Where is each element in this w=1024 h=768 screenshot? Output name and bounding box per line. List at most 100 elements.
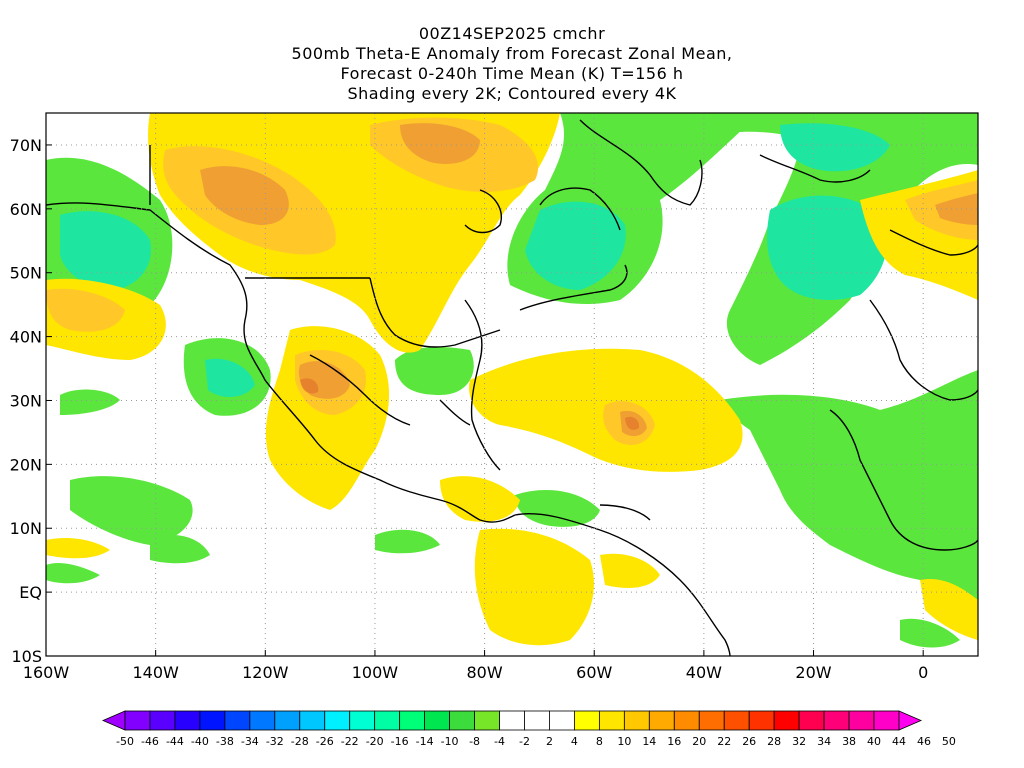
- colorbar-label: -26: [316, 735, 334, 748]
- strong-positive-anomaly-shading: [200, 123, 978, 437]
- colorbar-label: -28: [291, 735, 309, 748]
- strong-negative-anomaly-shading: [60, 123, 890, 397]
- colorbar-label: 34: [817, 735, 831, 748]
- x-tick-label: 80W: [466, 663, 502, 682]
- colorbar-swatch: [399, 710, 426, 731]
- colorbar-swatch: [224, 710, 251, 731]
- colorbar-label: 32: [792, 735, 806, 748]
- colorbar-label: -32: [266, 735, 284, 748]
- x-tick-label: 0: [918, 663, 928, 682]
- colorbar-swatch: [324, 710, 351, 731]
- colorbar-swatch: [798, 710, 825, 731]
- colorbar-label: 46: [917, 735, 931, 748]
- x-tick-label: 60W: [576, 663, 612, 682]
- colorbar-label: -46: [141, 735, 159, 748]
- colorbar-label: 8: [596, 735, 603, 748]
- colorbar-swatch: [449, 710, 475, 731]
- colorbar-swatch: [249, 710, 276, 731]
- colorbar-swatch: [349, 710, 376, 731]
- colorbar-label: -8: [469, 735, 480, 748]
- colorbar-label: -4: [494, 735, 505, 748]
- colorbar-label: 40: [867, 735, 881, 748]
- y-tick-label: 20N: [10, 455, 42, 474]
- x-tick-label: 160W: [23, 663, 70, 682]
- y-tick-label: 50N: [10, 264, 42, 283]
- colorbar-swatch: [149, 710, 176, 731]
- y-tick-label: 30N: [10, 391, 42, 410]
- colorbar-label: 22: [717, 735, 731, 748]
- colorbar-swatch: [574, 710, 600, 731]
- colorbar-swatch: [723, 710, 750, 731]
- colorbar-swatch: [848, 710, 875, 731]
- peak-positive-anomaly-shading: [300, 378, 640, 430]
- colorbar-swatch: [174, 710, 201, 731]
- colorbar-label: 38: [842, 735, 856, 748]
- x-tick-label: 140W: [132, 663, 179, 682]
- colorbar-swatch: [873, 710, 900, 731]
- colorbar-label: -44: [166, 735, 184, 748]
- coastlines: [46, 119, 978, 656]
- colorbar-label: 44: [892, 735, 906, 748]
- colorbar-swatch: [773, 710, 800, 731]
- colorbar-label: 14: [642, 735, 656, 748]
- colorbar-label: 50: [942, 735, 956, 748]
- colorbar-swatch: [549, 710, 575, 731]
- y-tick-label: 10S: [11, 647, 42, 666]
- colorbar-label: 28: [767, 735, 781, 748]
- colorbar-label: -14: [416, 735, 434, 748]
- colorbar-high-arrow: [898, 710, 923, 731]
- colorbar-label: -10: [441, 735, 459, 748]
- colorbar-label: -20: [366, 735, 384, 748]
- x-axis: 160W 140W 120W 100W 80W 60W 40W 20W 0: [23, 650, 928, 682]
- colorbar-label: 4: [571, 735, 578, 748]
- plot-frame: [45, 112, 979, 657]
- x-tick-label: 20W: [795, 663, 831, 682]
- colorbar-swatch: [474, 710, 500, 731]
- y-tick-label: 70N: [10, 136, 42, 155]
- y-axis: 10S EQ 10N 20N 30N 40N 50N 60N 70N: [10, 136, 52, 666]
- colorbar-label: 20: [692, 735, 706, 748]
- colorbar-swatch: [274, 710, 301, 731]
- colorbar-swatch: [598, 710, 625, 731]
- colorbar-label: 26: [742, 735, 756, 748]
- colorbar-low-arrow: [101, 710, 126, 731]
- colorbar-label: -50: [116, 735, 134, 748]
- x-tick-label: 120W: [242, 663, 289, 682]
- colorbar-label: -38: [216, 735, 234, 748]
- x-tick-label: 100W: [352, 663, 399, 682]
- colorbar-label: -22: [341, 735, 359, 748]
- colorbar-swatch: [823, 710, 850, 731]
- x-tick-label: 40W: [686, 663, 722, 682]
- chart-title: 00Z14SEP2025 cmchr 500mb Theta-E Anomaly…: [0, 24, 1024, 104]
- title-line-4: Shading every 2K; Contoured every 4K: [347, 84, 677, 103]
- colorbar-swatch: [124, 710, 151, 731]
- colorbar-swatch: [199, 710, 226, 731]
- colorbar-swatch: [299, 710, 326, 731]
- colorbar-swatch: [524, 710, 550, 731]
- colorbar-label: 10: [617, 735, 631, 748]
- shading-layer: [46, 113, 978, 656]
- colorbar-swatch: [673, 710, 700, 731]
- colorbar-swatch: [424, 710, 450, 731]
- title-line-2: 500mb Theta-E Anomaly from Forecast Zona…: [291, 44, 733, 63]
- colorbar-label: 16: [667, 735, 681, 748]
- colorbar-label: -40: [191, 735, 209, 748]
- y-tick-label: 10N: [10, 519, 42, 538]
- colorbar-swatch: [748, 710, 775, 731]
- colorbar-swatch: [499, 710, 525, 731]
- colorbar-label: -2: [519, 735, 530, 748]
- colorbar-label: 2: [546, 735, 553, 748]
- colorbar-label: -16: [391, 735, 409, 748]
- colorbar-swatch: [374, 710, 401, 731]
- colorbar-label: -34: [241, 735, 259, 748]
- y-tick-label: 60N: [10, 200, 42, 219]
- colorbar-swatch: [698, 710, 725, 731]
- colorbar: -50 -46 -44 -40 -38 -34 -32 -28 -26 -22 -20 -16 -14-…: [101, 710, 956, 748]
- y-tick-label: EQ: [19, 583, 42, 602]
- colorbar-swatch: [623, 710, 650, 731]
- colorbar-swatch: [648, 710, 675, 731]
- title-line-3: Forecast 0-240h Time Mean (K) T=156 h: [340, 64, 684, 83]
- graticule: [46, 113, 978, 656]
- y-tick-label: 40N: [10, 328, 42, 347]
